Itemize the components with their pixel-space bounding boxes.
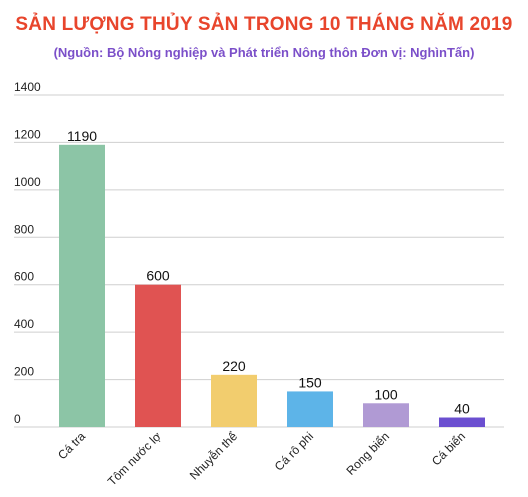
data-label: 600 — [146, 268, 170, 284]
y-tick-label: 200 — [14, 365, 34, 379]
data-label: 150 — [298, 374, 322, 390]
bar — [59, 144, 105, 428]
x-tick-label: Rong biển — [344, 429, 393, 478]
bar — [287, 391, 333, 427]
data-label: 100 — [374, 386, 398, 402]
chart-title: SẢN LƯỢNG THỦY SẢN TRONG 10 THÁNG NĂM 20… — [15, 14, 513, 35]
x-tick-label: Cá tra — [55, 429, 88, 462]
y-tick-label: 1200 — [14, 127, 41, 141]
data-label: 220 — [222, 358, 246, 374]
data-label: 40 — [454, 401, 470, 417]
y-tick-label: 600 — [14, 270, 34, 284]
y-tick-label: 800 — [14, 222, 34, 236]
x-tick-label: Nhuyễn thể — [186, 428, 240, 482]
bar — [363, 403, 409, 427]
x-tick-label: Cá biển — [429, 429, 468, 468]
y-tick-label: 0 — [14, 412, 21, 426]
x-tick-label: Cá rô phi — [272, 429, 316, 473]
bar — [439, 417, 485, 427]
y-tick-label: 400 — [14, 317, 34, 331]
x-tick-label: Tôm nước lợ — [105, 429, 164, 488]
bar — [135, 284, 181, 427]
chart-subtitle: (Nguồn: Bộ Nông nghiệp và Phát triển Nôn… — [53, 45, 475, 60]
bar — [211, 374, 257, 427]
y-tick-label: 1000 — [14, 175, 41, 189]
y-tick-label: 1400 — [14, 80, 41, 94]
data-label: 1190 — [67, 128, 97, 144]
